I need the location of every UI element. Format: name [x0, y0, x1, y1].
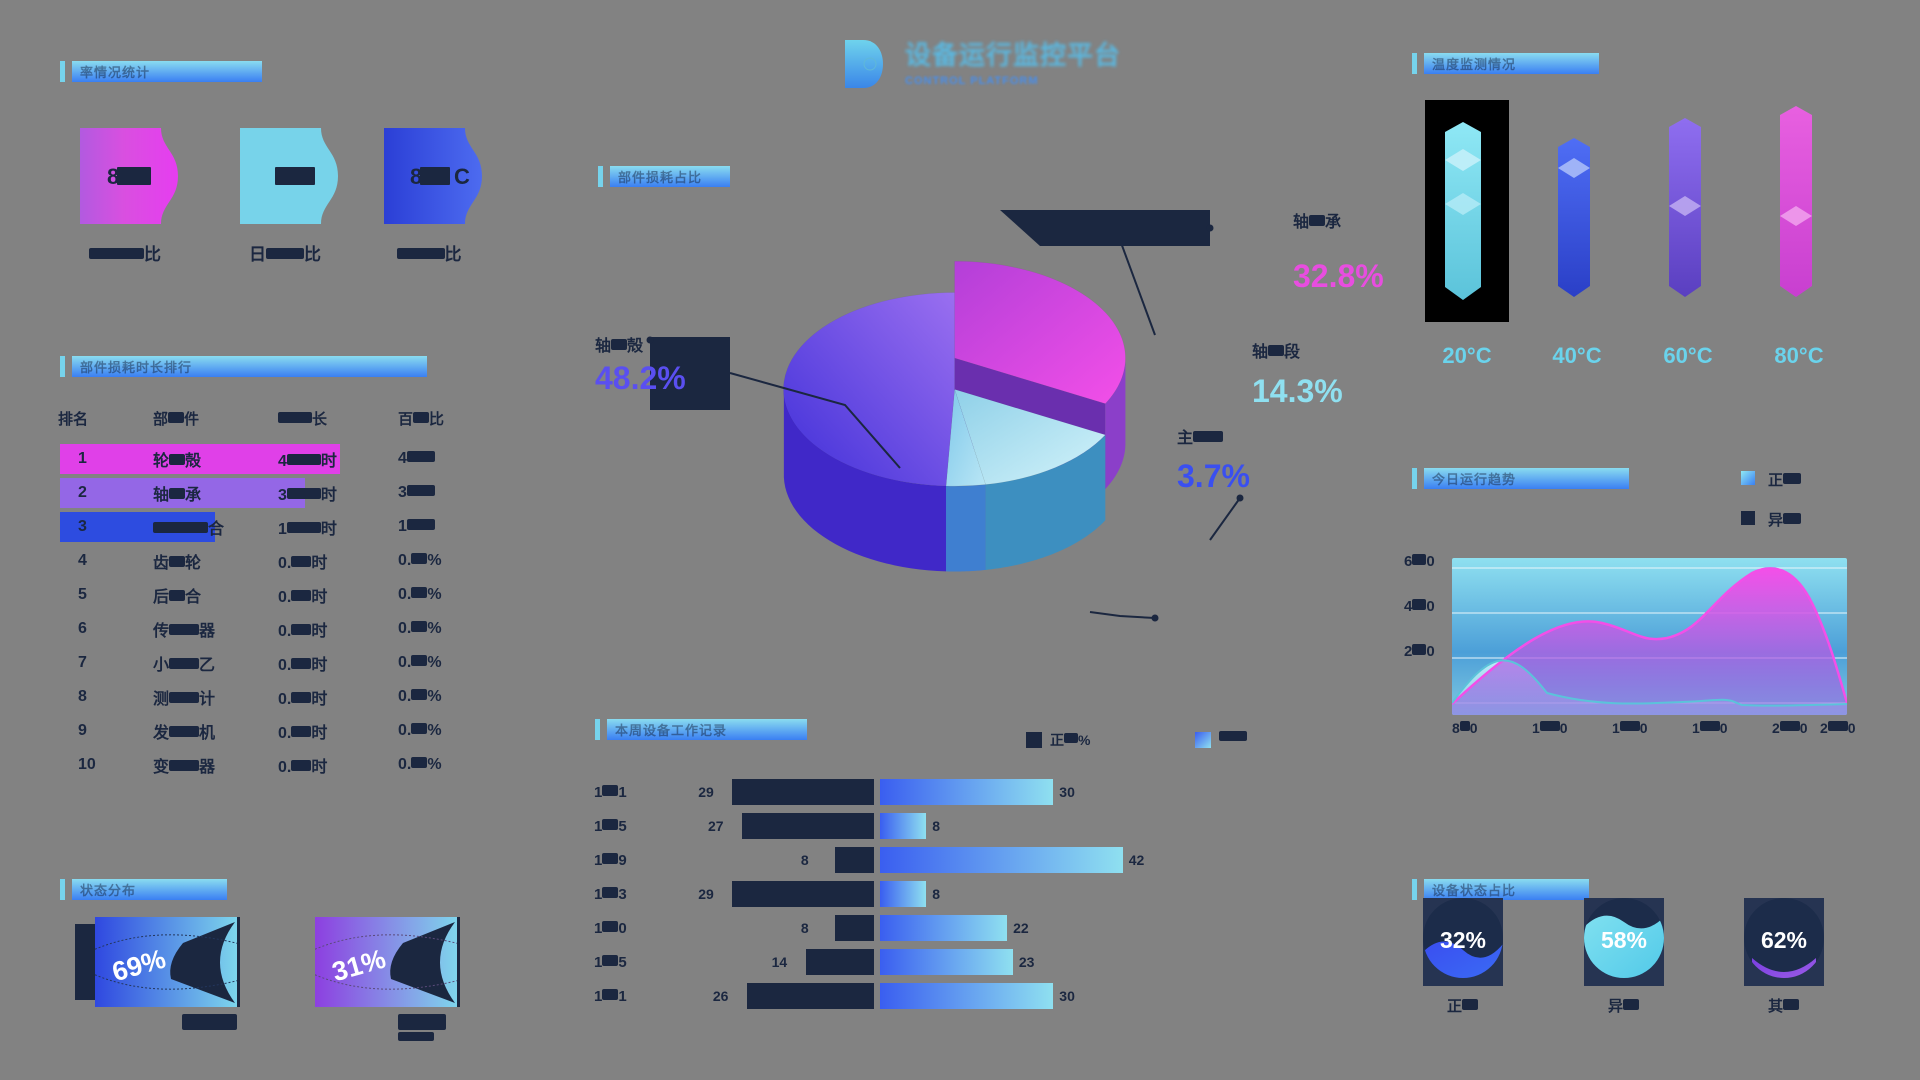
svg-text:62%: 62%	[1761, 927, 1807, 953]
svg-text:C: C	[454, 164, 470, 189]
svg-text:32%: 32%	[1440, 927, 1486, 953]
svg-text:58%: 58%	[1601, 927, 1647, 953]
